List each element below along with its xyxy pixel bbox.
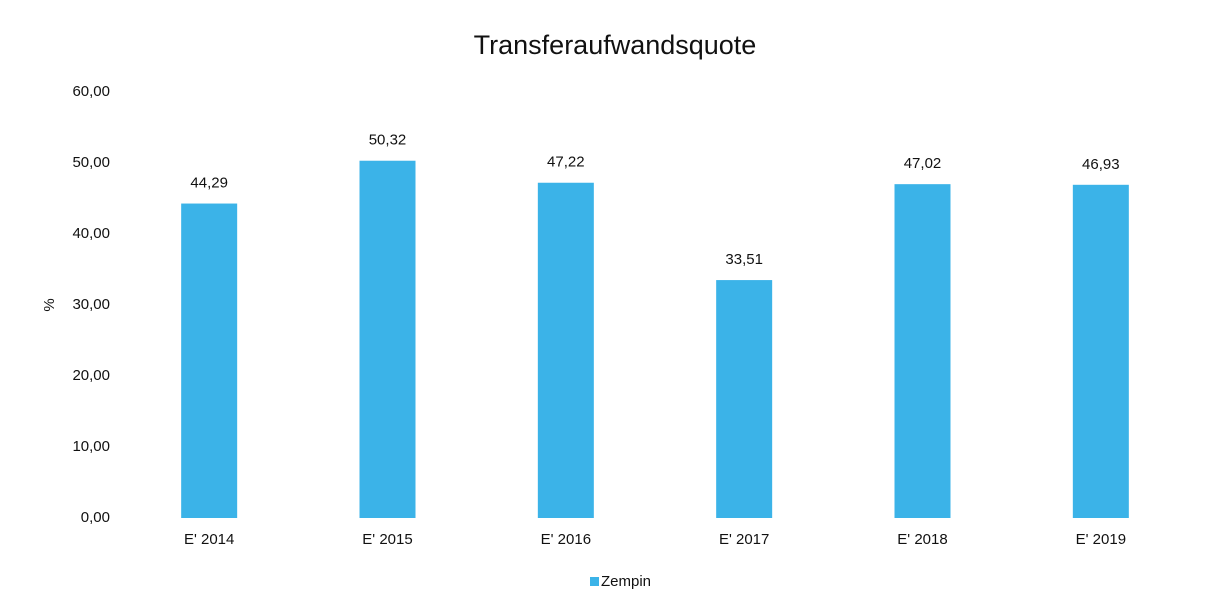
value-label: 47,02 — [904, 155, 942, 172]
y-tick-label: 50,00 — [72, 154, 110, 171]
value-label: 47,22 — [547, 154, 585, 171]
chart-title: Transferaufwandsquote — [474, 30, 757, 60]
y-axis-label: % — [41, 298, 58, 311]
x-tick-label: E' 2016 — [541, 531, 591, 548]
value-label: 44,29 — [190, 175, 228, 192]
bar — [359, 160, 416, 518]
y-tick-label: 30,00 — [72, 296, 110, 313]
value-label: 33,51 — [725, 251, 763, 268]
x-tick-label: E' 2018 — [897, 531, 947, 548]
bar — [1072, 184, 1129, 518]
value-label: 50,32 — [369, 132, 407, 149]
x-tick-label: E' 2019 — [1076, 531, 1126, 548]
y-tick-label: 60,00 — [72, 83, 110, 100]
bar — [537, 182, 594, 518]
y-tick-label: 20,00 — [72, 367, 110, 384]
x-tick-label: E' 2014 — [184, 531, 234, 548]
x-tick-label: E' 2015 — [362, 531, 412, 548]
bar — [894, 184, 951, 518]
y-tick-label: 40,00 — [72, 225, 110, 242]
bar — [181, 203, 238, 518]
value-label: 46,93 — [1082, 156, 1120, 173]
y-tick-label: 0,00 — [81, 509, 110, 526]
bar — [716, 280, 773, 518]
x-tick-label: E' 2017 — [719, 531, 769, 548]
y-tick-label: 10,00 — [72, 438, 110, 455]
legend-swatch — [590, 577, 599, 586]
legend-label: Zempin — [601, 573, 651, 590]
